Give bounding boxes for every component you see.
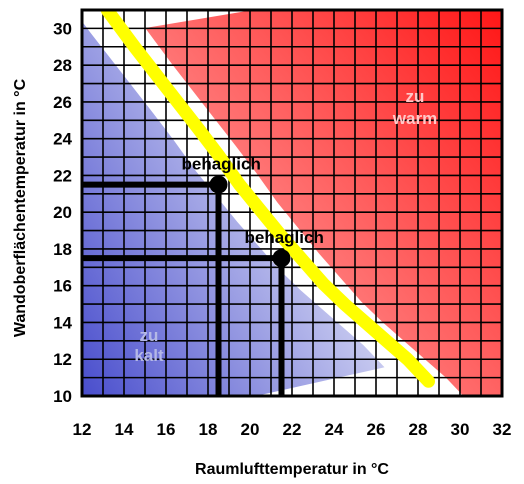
x-tick-label: 14	[115, 420, 134, 439]
x-tick-label: 32	[493, 420, 512, 439]
x-tick-label: 12	[73, 420, 92, 439]
plot-area	[82, 10, 502, 396]
y-tick-label: 28	[53, 56, 72, 75]
x-tick-label: 22	[283, 420, 302, 439]
x-axis-ticks: 12 14 16 18 20 22 24 26 28 30 32	[73, 420, 512, 439]
y-tick-label: 18	[53, 240, 72, 259]
y-tick-label: 22	[53, 166, 72, 185]
warm-region	[145, 10, 502, 396]
y-tick-label: 12	[53, 350, 72, 369]
comfort-point-labels: behaglich behaglich	[182, 155, 324, 248]
region-labels: zu kalt zu warm	[134, 87, 437, 365]
region-label-warm-line1: zu	[406, 87, 425, 106]
y-axis-ticks: 10 12 14 16 18 20 22 24 26 28 30	[53, 19, 72, 406]
y-tick-label: 24	[53, 130, 72, 149]
y-axis-title: Wandoberflächentemperatur in °C	[12, 78, 29, 337]
comfort-point-label-2: behaglich	[245, 228, 324, 247]
plot-frame	[80, 8, 504, 398]
x-tick-label: 18	[199, 420, 218, 439]
comfort-curve-line	[100, 10, 435, 388]
y-tick-label: 30	[53, 19, 72, 38]
comfort-markers	[82, 175, 291, 396]
x-tick-label: 20	[241, 420, 260, 439]
x-tick-label: 26	[367, 420, 386, 439]
x-tick-label: 16	[157, 420, 176, 439]
x-tick-label: 28	[409, 420, 428, 439]
x-axis-title: Raumlufttemperatur in °C	[195, 461, 389, 478]
y-tick-label: 20	[53, 203, 72, 222]
x-tick-label: 24	[325, 420, 344, 439]
y-tick-label: 16	[53, 277, 72, 296]
comfort-point-2	[272, 249, 291, 268]
region-label-cold-line2: kalt	[134, 346, 164, 365]
cold-region	[82, 21, 385, 396]
region-label-warm-line2: warm	[392, 109, 437, 128]
x-tick-label: 30	[451, 420, 470, 439]
comfort-point-label-1: behaglich	[182, 155, 261, 174]
region-label-cold-line1: zu	[140, 326, 159, 345]
y-tick-label: 10	[53, 387, 72, 406]
y-tick-label: 26	[53, 93, 72, 112]
comfort-point-1	[209, 175, 228, 194]
y-tick-label: 14	[53, 313, 72, 332]
